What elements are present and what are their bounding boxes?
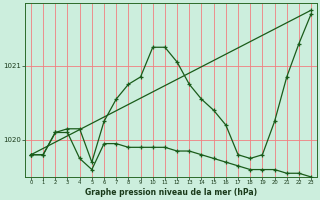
X-axis label: Graphe pression niveau de la mer (hPa): Graphe pression niveau de la mer (hPa): [85, 188, 257, 197]
